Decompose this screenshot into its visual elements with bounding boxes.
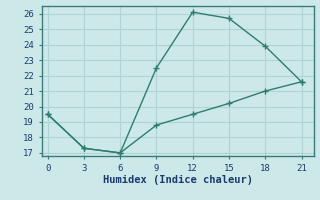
X-axis label: Humidex (Indice chaleur): Humidex (Indice chaleur) bbox=[103, 175, 252, 185]
